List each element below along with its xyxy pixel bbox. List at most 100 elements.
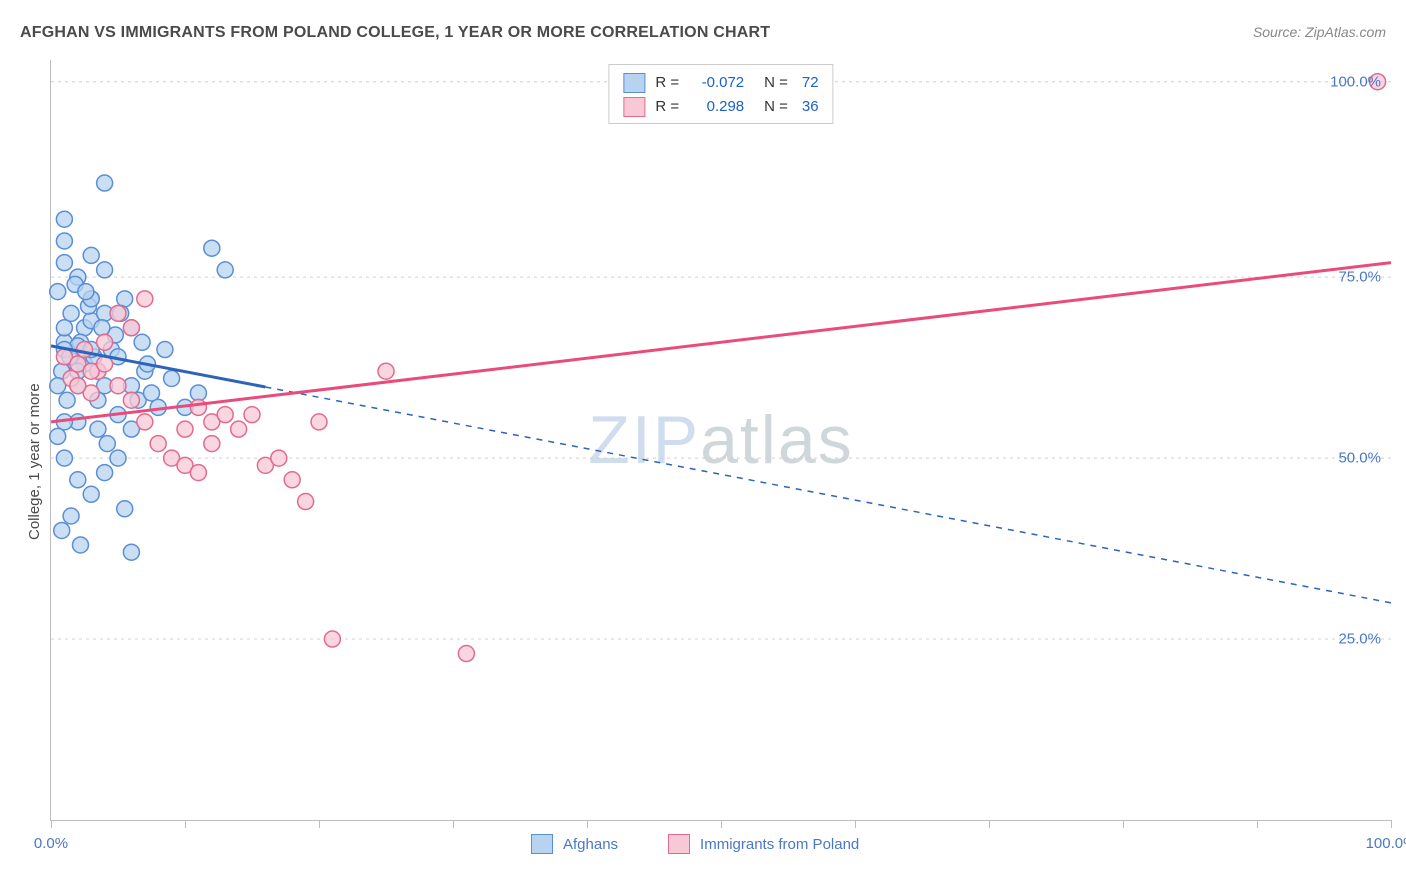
data-point bbox=[378, 363, 394, 379]
legend-label-poland: Immigrants from Poland bbox=[700, 836, 859, 853]
data-point bbox=[83, 486, 99, 502]
legend-r-value-1: -0.072 bbox=[689, 71, 744, 95]
y-axis-label: College, 1 year or more bbox=[26, 383, 43, 540]
data-point bbox=[78, 284, 94, 300]
data-point bbox=[56, 255, 72, 271]
swatch-afghans-icon bbox=[623, 73, 645, 93]
data-point bbox=[271, 450, 287, 466]
data-point bbox=[110, 305, 126, 321]
x-tick bbox=[185, 820, 186, 828]
legend-r-value-2: 0.298 bbox=[689, 95, 744, 119]
data-point bbox=[94, 320, 110, 336]
legend-n-label-2: N = bbox=[764, 95, 788, 119]
legend-label-afghans: Afghans bbox=[563, 836, 618, 853]
data-point bbox=[99, 436, 115, 452]
x-tick-label: 100.0% bbox=[1366, 835, 1406, 852]
data-point bbox=[284, 472, 300, 488]
data-point bbox=[244, 407, 260, 423]
x-tick bbox=[453, 820, 454, 828]
x-tick-label: 0.0% bbox=[34, 835, 68, 852]
legend-row-2: R = 0.298 N = 36 bbox=[623, 95, 818, 119]
y-tick-label: 50.0% bbox=[1338, 450, 1381, 467]
data-point bbox=[117, 501, 133, 517]
x-tick bbox=[1391, 820, 1392, 828]
data-point bbox=[137, 291, 153, 307]
data-point bbox=[190, 385, 206, 401]
data-point bbox=[458, 646, 474, 662]
legend-correlation: R = -0.072 N = 72 R = 0.298 N = 36 bbox=[608, 64, 833, 124]
x-tick bbox=[989, 820, 990, 828]
data-point bbox=[144, 385, 160, 401]
data-point bbox=[190, 465, 206, 481]
trend-line-extension bbox=[265, 387, 1391, 603]
data-point bbox=[157, 342, 173, 358]
data-point bbox=[117, 291, 133, 307]
legend-n-value-2: 36 bbox=[802, 95, 819, 119]
chart-title: AFGHAN VS IMMIGRANTS FROM POLAND COLLEGE… bbox=[20, 24, 770, 42]
data-point bbox=[56, 320, 72, 336]
x-tick bbox=[855, 820, 856, 828]
plot-area: ZIPatlas 25.0%50.0%75.0%100.0% 0.0%100.0… bbox=[50, 60, 1391, 821]
data-point bbox=[134, 334, 150, 350]
data-point bbox=[217, 262, 233, 278]
data-point bbox=[70, 472, 86, 488]
data-point bbox=[70, 378, 86, 394]
y-tick-label: 75.0% bbox=[1338, 269, 1381, 286]
data-point bbox=[164, 370, 180, 386]
data-point bbox=[150, 436, 166, 452]
legend-swatch-afghans-icon bbox=[531, 834, 553, 854]
data-point bbox=[123, 320, 139, 336]
source-label: Source: ZipAtlas.com bbox=[1253, 24, 1386, 40]
trend-line-solid bbox=[51, 263, 1391, 422]
data-point bbox=[190, 399, 206, 415]
data-point bbox=[97, 465, 113, 481]
data-point bbox=[90, 421, 106, 437]
y-tick-label: 100.0% bbox=[1330, 73, 1381, 90]
data-point bbox=[83, 247, 99, 263]
x-tick bbox=[721, 820, 722, 828]
x-tick bbox=[51, 820, 52, 828]
data-point bbox=[204, 240, 220, 256]
data-point bbox=[110, 450, 126, 466]
data-point bbox=[217, 407, 233, 423]
trend-group bbox=[51, 263, 1391, 603]
x-tick bbox=[319, 820, 320, 828]
data-point bbox=[137, 414, 153, 430]
swatch-poland-icon bbox=[623, 97, 645, 117]
data-point bbox=[54, 522, 70, 538]
chart-svg bbox=[51, 60, 1391, 820]
data-point bbox=[324, 631, 340, 647]
data-point bbox=[63, 508, 79, 524]
data-point bbox=[97, 334, 113, 350]
legend-row-1: R = -0.072 N = 72 bbox=[623, 71, 818, 95]
data-point bbox=[56, 233, 72, 249]
scatter-group bbox=[50, 74, 1386, 662]
legend-series: Afghans Immigrants from Poland bbox=[531, 834, 859, 854]
data-point bbox=[231, 421, 247, 437]
data-point bbox=[77, 342, 93, 358]
grid-group bbox=[51, 82, 1391, 639]
x-tick bbox=[1123, 820, 1124, 828]
y-tick-label: 25.0% bbox=[1338, 631, 1381, 648]
data-point bbox=[177, 421, 193, 437]
data-point bbox=[56, 211, 72, 227]
data-point bbox=[311, 414, 327, 430]
legend-r-label-2: R = bbox=[655, 95, 679, 119]
chart-container: AFGHAN VS IMMIGRANTS FROM POLAND COLLEGE… bbox=[0, 0, 1406, 892]
data-point bbox=[59, 392, 75, 408]
data-point bbox=[204, 436, 220, 452]
data-point bbox=[110, 378, 126, 394]
data-point bbox=[50, 428, 66, 444]
data-point bbox=[72, 537, 88, 553]
data-point bbox=[123, 392, 139, 408]
data-point bbox=[298, 494, 314, 510]
legend-r-label-1: R = bbox=[655, 71, 679, 95]
data-point bbox=[97, 175, 113, 191]
data-point bbox=[123, 544, 139, 560]
data-point bbox=[63, 305, 79, 321]
data-point bbox=[97, 262, 113, 278]
x-tick bbox=[587, 820, 588, 828]
legend-n-value-1: 72 bbox=[802, 71, 819, 95]
data-point bbox=[50, 284, 66, 300]
data-point bbox=[56, 450, 72, 466]
